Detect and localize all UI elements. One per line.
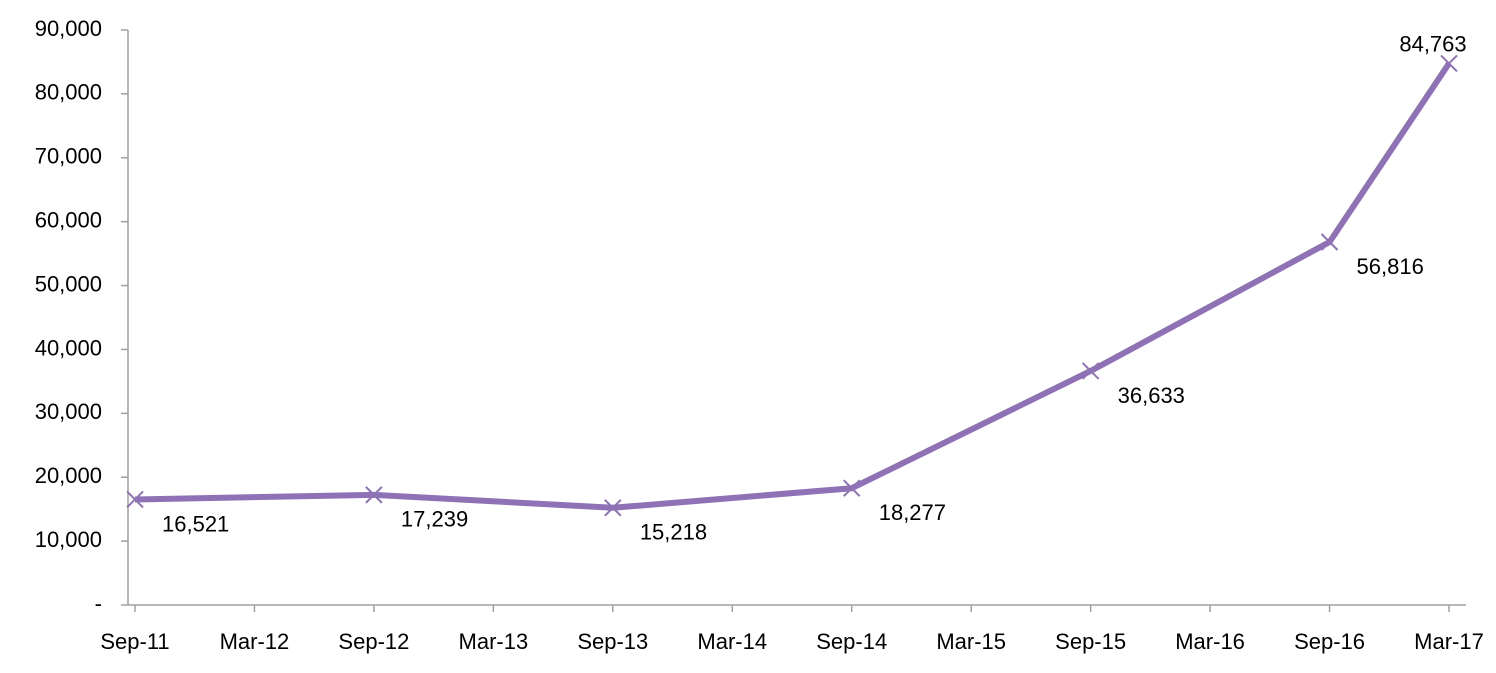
x-tick-label: Sep-14 bbox=[816, 629, 887, 654]
x-tick-label: Mar-15 bbox=[936, 629, 1006, 654]
y-tick-label: 20,000 bbox=[35, 463, 102, 488]
x-tick-label: Sep-15 bbox=[1055, 629, 1126, 654]
x-tick-label: Mar-17 bbox=[1414, 629, 1484, 654]
y-tick-label: 40,000 bbox=[35, 335, 102, 360]
x-tick-label: Mar-16 bbox=[1175, 629, 1245, 654]
x-tick-label: Mar-14 bbox=[697, 629, 767, 654]
point-marker bbox=[126, 490, 144, 509]
y-tick-label: 90,000 bbox=[35, 16, 102, 41]
data-label: 36,633 bbox=[1118, 383, 1185, 408]
x-tick-label: Sep-16 bbox=[1294, 629, 1365, 654]
data-label: 16,521 bbox=[162, 511, 229, 536]
line bbox=[134, 61, 1452, 511]
y-tick-label: 60,000 bbox=[35, 207, 102, 232]
y-tick-label: 10,000 bbox=[35, 527, 102, 552]
y-tick-label: 30,000 bbox=[35, 399, 102, 424]
x-tick-label: Sep-13 bbox=[577, 629, 648, 654]
point-marker bbox=[365, 486, 383, 504]
data-label: 17,239 bbox=[401, 507, 468, 532]
point-marker bbox=[604, 499, 622, 517]
x-tick-label: Sep-11 bbox=[100, 629, 169, 654]
x-tick-label: Mar-13 bbox=[459, 629, 529, 654]
point-marker bbox=[1081, 362, 1100, 380]
y-tick-label: 50,000 bbox=[35, 271, 102, 296]
y-tick-label: 70,000 bbox=[35, 144, 102, 169]
point-marker bbox=[1320, 233, 1339, 251]
data-label: 18,277 bbox=[879, 500, 946, 525]
data-label: 15,218 bbox=[640, 520, 707, 545]
x-tick-label: Mar-12 bbox=[220, 629, 290, 654]
point-marker bbox=[843, 479, 861, 497]
y-tick-label: 80,000 bbox=[35, 80, 102, 105]
data-label: 56,816 bbox=[1357, 254, 1424, 279]
x-tick-label: Sep-12 bbox=[338, 629, 409, 654]
data-label: 84,763 bbox=[1399, 31, 1466, 56]
y-tick-label: - bbox=[95, 591, 102, 616]
point-marker bbox=[1440, 54, 1458, 73]
